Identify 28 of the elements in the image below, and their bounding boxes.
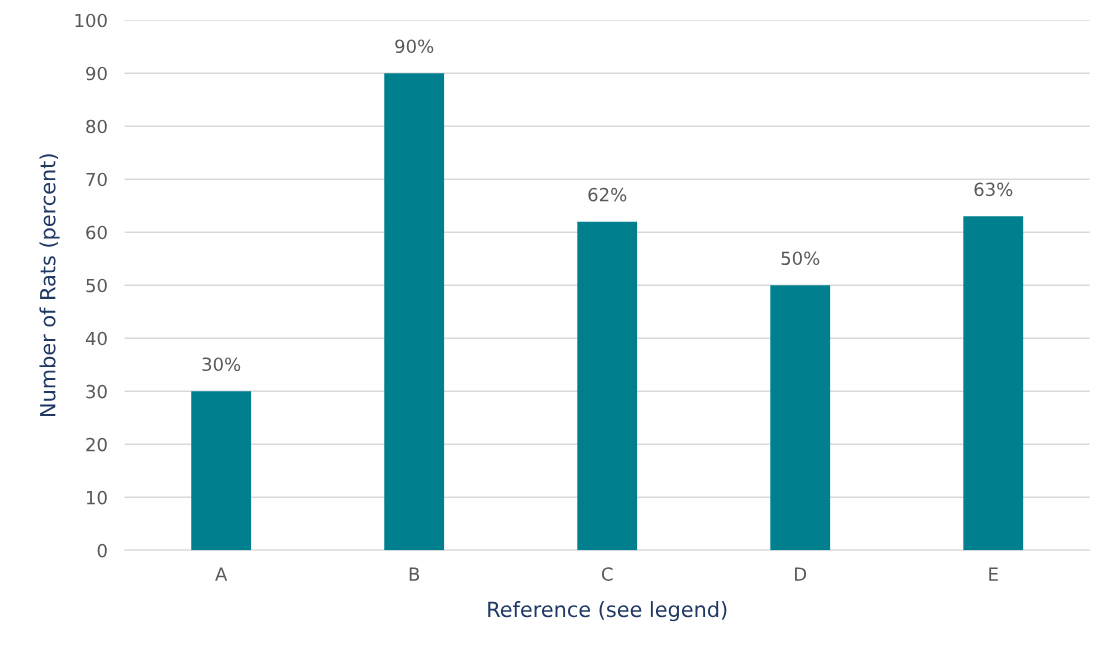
y-tick-label: 0	[97, 543, 107, 558]
y-tick-label: 20	[86, 437, 107, 452]
x-tick-label: D	[795, 567, 807, 581]
y-tick-label: 70	[86, 172, 107, 187]
bar	[577, 221, 638, 551]
data-label: 90%	[395, 39, 434, 54]
y-tick-label: 80	[86, 119, 107, 134]
y-tick-label: 30	[86, 384, 107, 399]
y-tick-label: 60	[86, 225, 107, 240]
x-tick-label: E	[989, 567, 998, 581]
y-tick-label: 10	[86, 490, 107, 505]
data-label: 50%	[781, 251, 820, 266]
x-tick-label: B	[409, 567, 420, 581]
x-tick-label: A	[215, 567, 228, 581]
data-label: 30%	[202, 357, 241, 372]
y-tick-label: 100	[75, 13, 107, 28]
x-axis-title: Reference (see legend)	[488, 601, 727, 622]
bar	[191, 391, 252, 551]
bar	[770, 285, 831, 551]
bar	[963, 216, 1024, 551]
y-tick-label: 90	[86, 66, 107, 81]
y-axis-title: Number of Rats (percent)	[39, 154, 60, 416]
y-tick-label: 50	[86, 278, 107, 293]
bar	[384, 73, 445, 551]
data-label: 63%	[974, 182, 1013, 197]
x-tick-label: C	[601, 567, 613, 581]
data-label: 62%	[588, 187, 627, 202]
y-tick-label: 40	[85, 331, 107, 346]
